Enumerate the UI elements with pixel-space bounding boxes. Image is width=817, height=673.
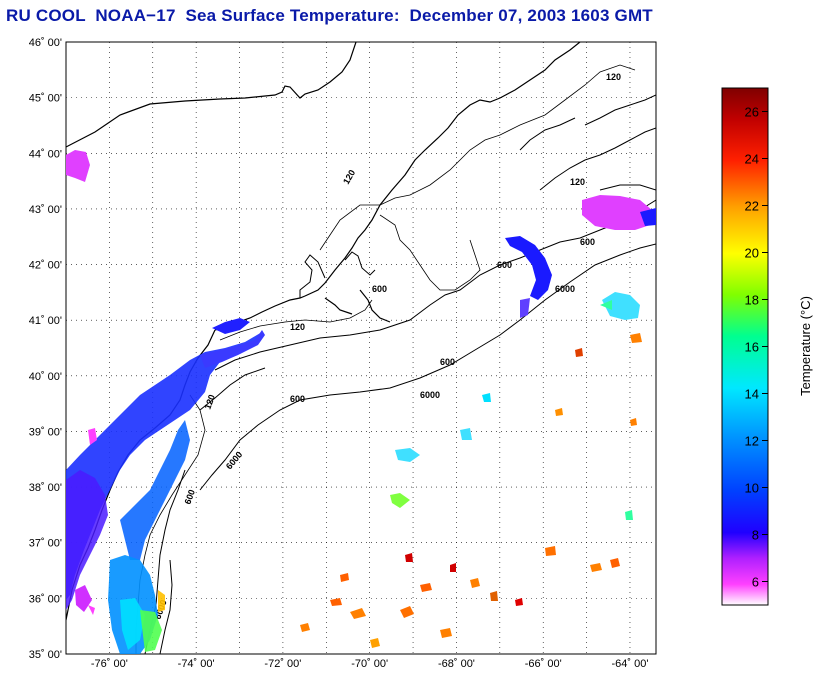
latitude-label: 35˚ 00' (29, 649, 62, 661)
contour-label: 600 (182, 488, 197, 506)
colorbar-tick-label: 10 (745, 481, 759, 496)
latitude-label: 39˚ 00' (29, 426, 62, 438)
map-title: RU COOL NOAA−17 Sea Surface Temperature:… (6, 6, 653, 25)
latitude-label: 44˚ 00' (29, 148, 62, 160)
latitude-label: 37˚ 00' (29, 538, 62, 550)
longitude-label: -64˚ 00' (611, 658, 648, 670)
latitude-label: 36˚ 00' (29, 593, 62, 605)
colorbar-tick-label: 26 (745, 105, 759, 120)
contour-label: 600 (440, 357, 455, 367)
coastline-detail (299, 94, 656, 298)
longitude-label: -66˚ 00' (525, 658, 562, 670)
colorbar-tick-label: 22 (745, 199, 759, 214)
colorbar-tick-label: 12 (745, 434, 759, 449)
latitude-label: 40˚ 00' (29, 371, 62, 383)
latitude-label: 41˚ 00' (29, 315, 62, 327)
contour-label: 600 (497, 260, 512, 270)
longitude-label: -72˚ 00' (264, 658, 301, 670)
colorbar-tick-label: 18 (745, 293, 759, 308)
contour-label: 600 (580, 237, 595, 247)
depth-contour-6000 (159, 243, 656, 654)
longitude-label: -76˚ 00' (91, 658, 128, 670)
contour-label: 120 (290, 322, 305, 332)
colorbar-tick-label: 24 (745, 152, 759, 167)
longitude-label: -68˚ 00' (438, 658, 475, 670)
longitude-axis: -76˚ 00' -74˚ 00' -72˚ 00' -70˚ 00' -68˚ 00'… (91, 658, 649, 670)
contour-label: 6000 (555, 284, 575, 294)
contour-label: 120 (570, 177, 585, 187)
colorbar-ticks: 6 8 10 12 14 16 18 20 22 24 26 (745, 105, 768, 590)
contour-label: 6000 (420, 390, 440, 400)
depth-contour-120 (135, 64, 636, 654)
contour-label: 600 (372, 284, 387, 294)
sst-data (66, 150, 656, 654)
latitude-label: 45˚ 00' (29, 93, 62, 105)
colorbar-tick-label: 6 (752, 575, 759, 590)
contour-label: 120 (606, 72, 621, 82)
latitude-label: 38˚ 00' (29, 482, 62, 494)
latitude-label: 46˚ 00' (29, 37, 62, 49)
latitude-label: 42˚ 00' (29, 260, 62, 272)
colorbar-tick-label: 16 (745, 340, 759, 355)
longitude-label: -70˚ 00' (351, 658, 388, 670)
colorbar-title: Temperature (°C) (798, 296, 813, 396)
colorbar-tick-label: 14 (745, 387, 759, 402)
map-content: 6000 6000 6000 600 600 600 600 600 120 1… (66, 42, 656, 654)
coastline (66, 42, 581, 621)
latitude-axis: 46˚ 00' 45˚ 00' 44˚ 00' 43˚ 00' 42˚ 00' 41˚ 0… (29, 37, 62, 661)
map-grid (66, 42, 656, 654)
colorbar-tick-label: 20 (745, 246, 759, 261)
longitude-label: -74˚ 00' (178, 658, 215, 670)
contour-label: 600 (290, 394, 305, 404)
contour-label: 120 (202, 393, 217, 411)
map-frame (65, 41, 657, 655)
latitude-label: 43˚ 00' (29, 204, 62, 216)
colorbar-tick-label: 8 (752, 528, 759, 543)
